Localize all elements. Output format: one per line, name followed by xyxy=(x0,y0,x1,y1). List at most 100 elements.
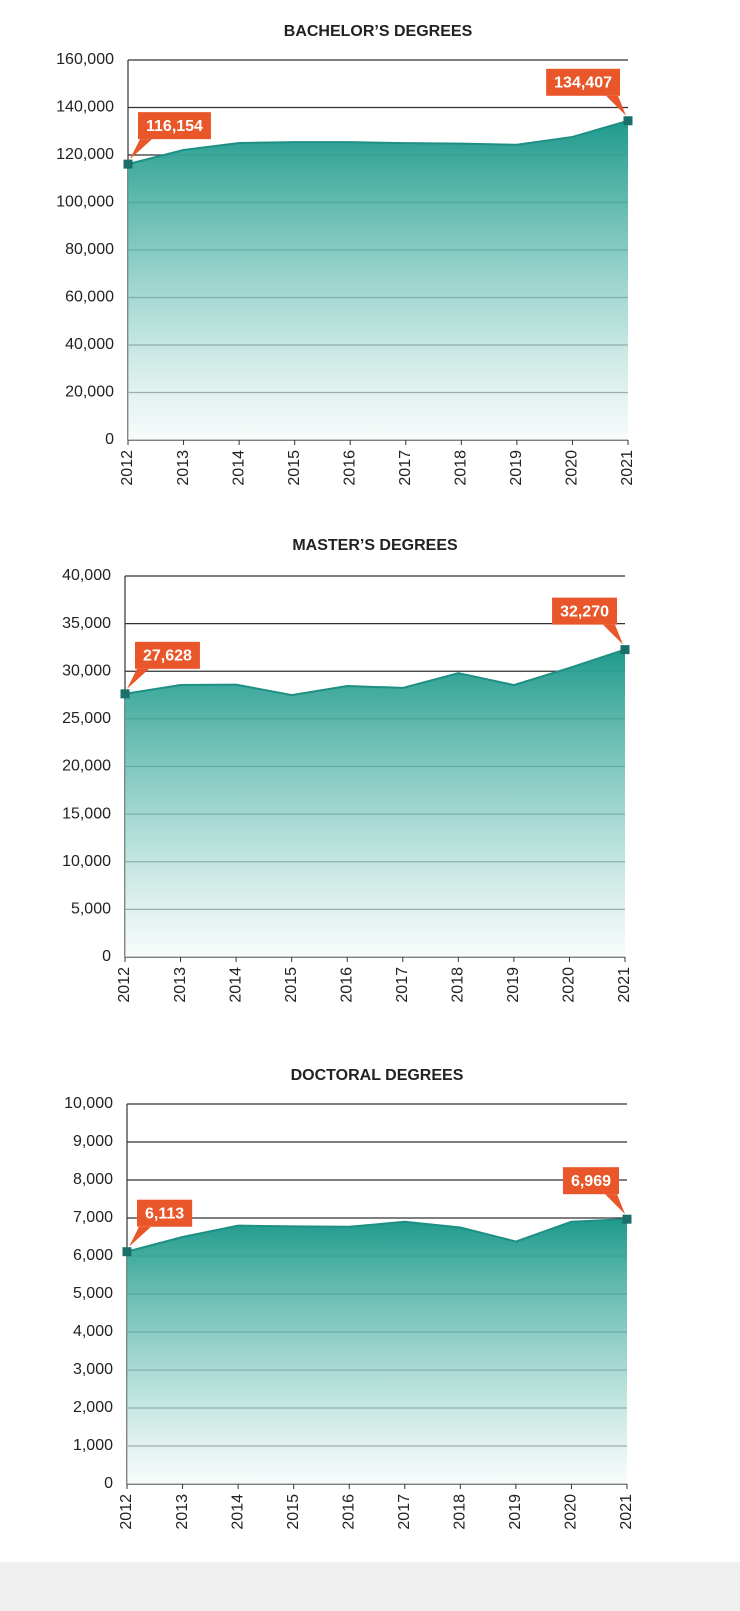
y-tick-label: 10,000 xyxy=(62,853,111,870)
y-tick-label: 20,000 xyxy=(65,384,114,401)
x-tick-label: 2019 xyxy=(508,450,525,486)
x-tick-label: 2016 xyxy=(341,450,358,486)
point-marker xyxy=(623,116,633,126)
chart-title: BACHELOR’S DEGREES xyxy=(284,23,473,40)
x-tick-label: 2012 xyxy=(116,967,133,1003)
x-tick-label: 2013 xyxy=(174,1494,191,1530)
y-tick-label: 0 xyxy=(105,431,114,448)
x-tick-label: 2017 xyxy=(394,967,411,1003)
value-label-group: 134,407 xyxy=(546,68,626,116)
y-tick-label: 30,000 xyxy=(62,662,111,679)
value-label-pointer xyxy=(130,139,152,160)
value-label-group: 6,969 xyxy=(562,1167,625,1215)
value-label: 116,154 xyxy=(146,118,203,135)
y-tick-label: 160,000 xyxy=(56,51,114,68)
y-tick-label: 15,000 xyxy=(62,805,111,822)
y-tick-label: 0 xyxy=(102,948,111,965)
line xyxy=(127,119,629,166)
y-tick-label: 40,000 xyxy=(62,567,111,584)
area xyxy=(127,1219,627,1484)
y-tick-label: 2,000 xyxy=(73,1399,113,1416)
y-tick-label: 10,000 xyxy=(64,1095,113,1112)
value-label: 6,969 xyxy=(571,1173,611,1190)
y-tick-label: 1,000 xyxy=(73,1437,113,1454)
value-label: 6,113 xyxy=(145,1205,184,1222)
y-tick-label: 5,000 xyxy=(73,1285,113,1302)
x-tick-label: 2020 xyxy=(561,967,578,1003)
x-tick-label: 2015 xyxy=(286,450,303,486)
y-tick-label: 120,000 xyxy=(56,146,114,163)
line xyxy=(126,1218,628,1253)
value-label-box xyxy=(562,1167,619,1195)
area xyxy=(125,649,625,957)
x-tick-label: 2015 xyxy=(283,967,300,1003)
value-label-pointer xyxy=(605,1194,625,1215)
y-tick-label: 5,000 xyxy=(71,901,111,918)
value-label-pointer xyxy=(603,624,623,645)
x-tick-label: 2014 xyxy=(229,1494,246,1530)
x-tick-label: 2012 xyxy=(118,1494,135,1530)
value-label-pointer xyxy=(127,668,149,689)
x-tick-label: 2017 xyxy=(396,1494,413,1530)
value-label-box xyxy=(546,68,620,96)
value-label: 134,407 xyxy=(554,75,612,92)
value-label-box xyxy=(552,597,617,625)
x-tick-label: 2020 xyxy=(564,450,581,486)
y-tick-label: 60,000 xyxy=(65,289,114,306)
x-tick-label: 2013 xyxy=(172,967,189,1003)
x-tick-label: 2015 xyxy=(285,1494,302,1530)
value-label-pointer xyxy=(129,1226,151,1247)
point-marker xyxy=(123,159,133,169)
y-tick-label: 9,000 xyxy=(73,1133,113,1150)
value-label-box xyxy=(135,641,200,669)
x-tick-label: 2020 xyxy=(563,1494,580,1530)
value-label-box xyxy=(138,112,211,140)
area xyxy=(128,120,628,440)
y-tick-label: 3,000 xyxy=(73,1361,113,1378)
x-tick-label: 2021 xyxy=(618,1494,635,1530)
x-tick-label: 2013 xyxy=(175,450,192,486)
point-marker xyxy=(120,689,130,699)
y-tick-label: 20,000 xyxy=(62,758,111,775)
value-label-group: 6,113 xyxy=(129,1199,193,1247)
y-tick-label: 4,000 xyxy=(73,1323,113,1340)
x-tick-label: 2018 xyxy=(450,967,467,1003)
x-tick-label: 2016 xyxy=(340,1494,357,1530)
y-tick-label: 8,000 xyxy=(73,1171,113,1188)
y-tick-label: 35,000 xyxy=(62,615,111,632)
x-tick-label: 2012 xyxy=(119,450,136,486)
value-label-group: 116,154 xyxy=(130,112,211,160)
y-tick-label: 140,000 xyxy=(56,99,114,116)
x-tick-label: 2018 xyxy=(452,1494,469,1530)
chart-title: MASTER’S DEGREES xyxy=(292,537,458,554)
y-tick-label: 7,000 xyxy=(73,1209,113,1226)
y-tick-label: 100,000 xyxy=(56,194,114,211)
y-tick-label: 25,000 xyxy=(62,710,111,727)
x-tick-label: 2016 xyxy=(338,967,355,1003)
value-label: 32,270 xyxy=(560,603,609,620)
x-tick-label: 2017 xyxy=(397,450,414,486)
x-tick-label: 2019 xyxy=(507,1494,524,1530)
point-marker xyxy=(122,1247,132,1257)
bottom-strip xyxy=(0,1562,740,1611)
value-label: 27,628 xyxy=(143,648,192,665)
value-label-group: 32,270 xyxy=(552,597,623,645)
point-marker xyxy=(622,1214,632,1224)
value-label-group: 27,628 xyxy=(127,641,200,689)
point-marker xyxy=(620,645,630,655)
y-tick-label: 6,000 xyxy=(73,1247,113,1264)
chart-title: DOCTORAL DEGREES xyxy=(291,1067,464,1084)
y-tick-label: 0 xyxy=(104,1475,113,1492)
x-tick-label: 2014 xyxy=(227,967,244,1003)
x-tick-label: 2014 xyxy=(230,450,247,486)
line xyxy=(124,648,626,697)
y-tick-label: 80,000 xyxy=(65,241,114,258)
x-tick-label: 2018 xyxy=(453,450,470,486)
value-label-pointer xyxy=(606,95,626,116)
value-label-box xyxy=(137,1199,193,1227)
y-tick-label: 40,000 xyxy=(65,336,114,353)
x-tick-label: 2021 xyxy=(616,967,633,1003)
x-tick-label: 2021 xyxy=(619,450,636,486)
x-tick-label: 2019 xyxy=(505,967,522,1003)
